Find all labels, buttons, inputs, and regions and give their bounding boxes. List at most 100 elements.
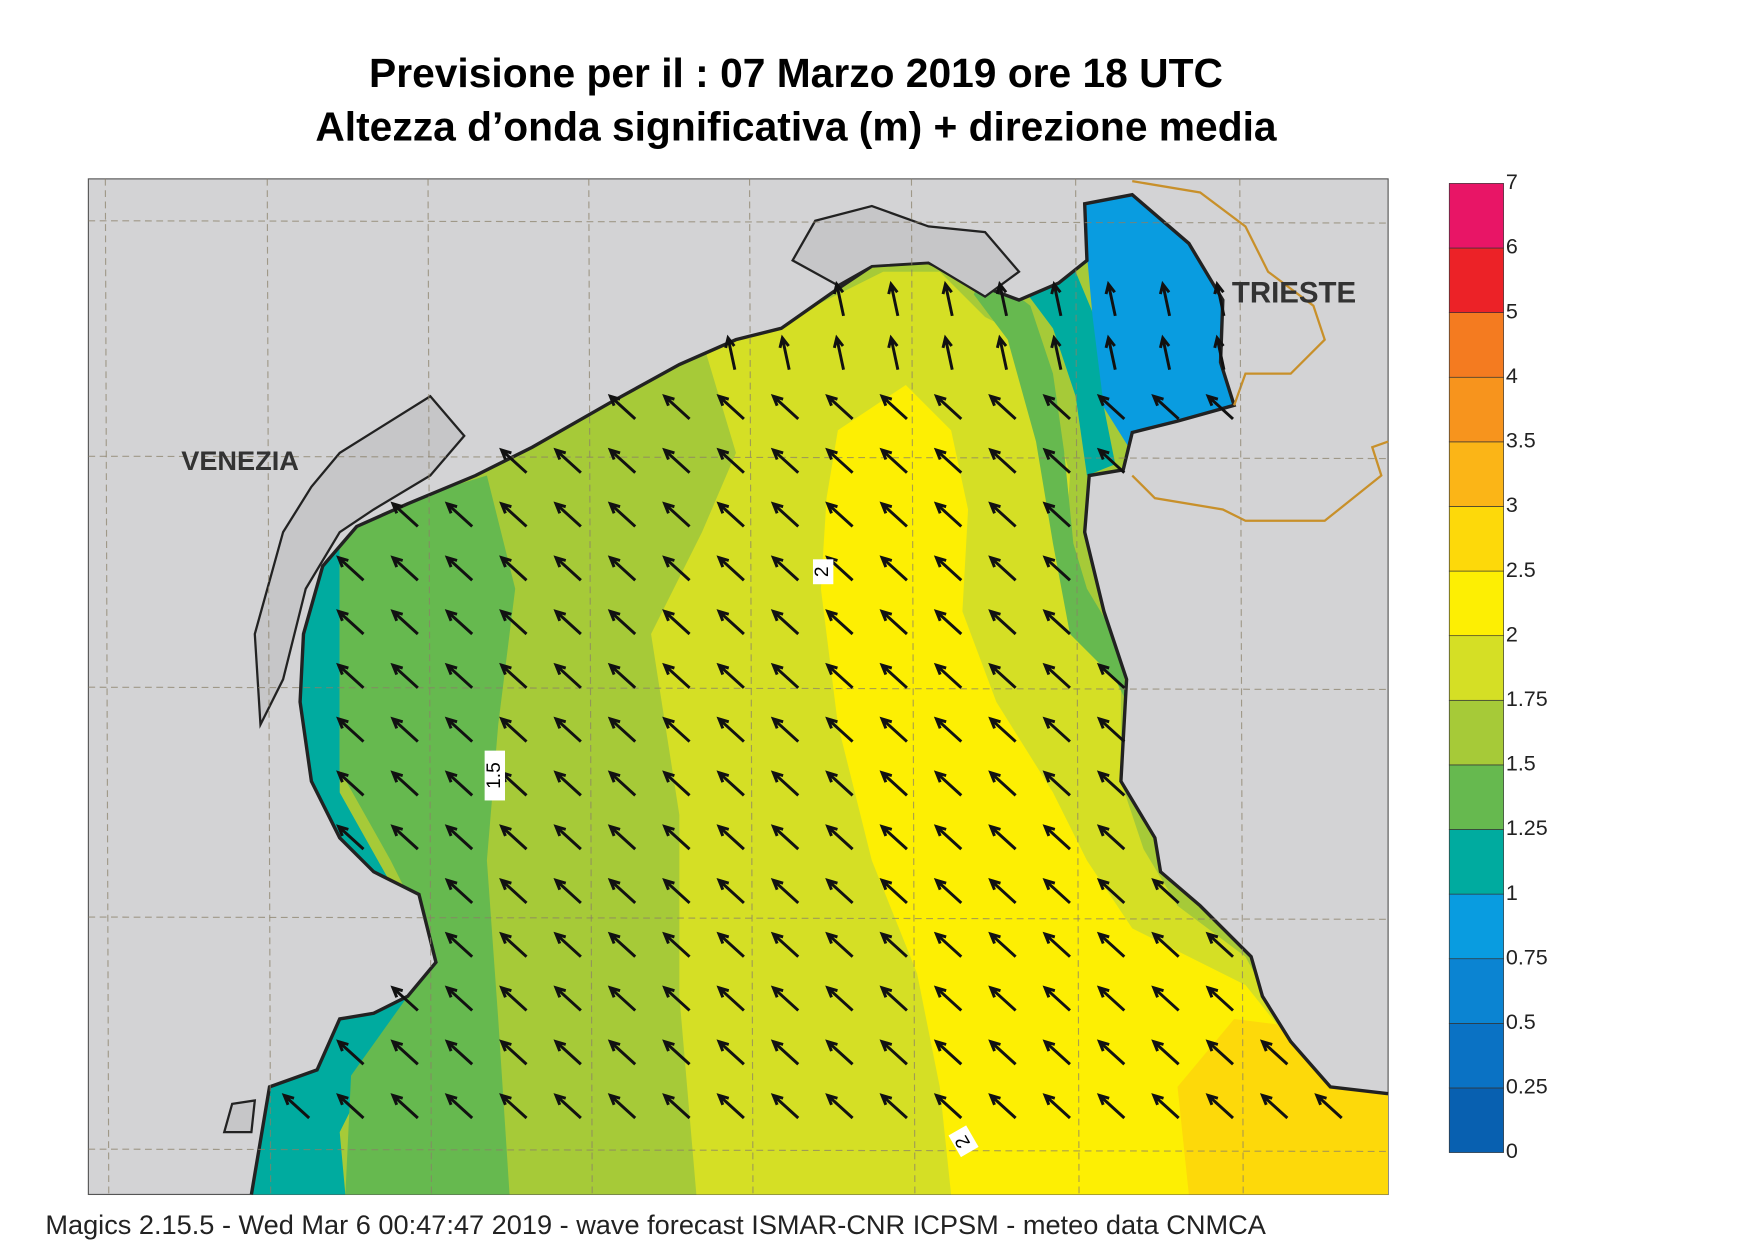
wave-arrow xyxy=(988,555,1017,582)
wave-arrow xyxy=(1042,1093,1071,1120)
colorbar-label: 1 xyxy=(1506,881,1518,905)
wave-arrow xyxy=(1314,1093,1343,1120)
band xyxy=(339,475,516,1195)
wave-arrow xyxy=(879,1039,908,1066)
wave-arrow xyxy=(716,609,745,636)
wave-arrow xyxy=(444,662,474,689)
wave-arrow xyxy=(887,280,900,317)
wave-arrow xyxy=(499,609,528,636)
map: VENEZIA TRIESTE 2 1.5 2 xyxy=(87,178,1389,1196)
wave-arrow xyxy=(770,824,800,851)
wave-arrow xyxy=(336,662,365,689)
wave-arrow xyxy=(825,1039,854,1066)
wave-arrow xyxy=(444,716,474,743)
wave-arrow xyxy=(770,447,800,474)
colorbar-swatch xyxy=(1448,506,1504,572)
wave-arrow xyxy=(716,931,745,958)
colorbar: 0 0.25 0.5 0.75 1 1.25 1.5 1.75 2 2.5 3 3.5 4 5 6 7 xyxy=(1448,170,1548,1163)
wave-arrow xyxy=(1151,877,1180,905)
wave-arrow xyxy=(553,716,582,743)
wave-arrow xyxy=(499,662,528,689)
wave-arrow xyxy=(1205,931,1234,958)
colorbar-label: 6 xyxy=(1506,235,1518,259)
colorbar-label: 0.75 xyxy=(1506,945,1548,969)
wave-arrow xyxy=(607,824,637,851)
wave-arrow xyxy=(988,1093,1017,1120)
wave-arrow xyxy=(1050,280,1063,317)
wave-arrow xyxy=(336,1039,365,1066)
wave-arrow xyxy=(825,1093,854,1120)
wave-arrow xyxy=(444,1039,474,1066)
wave-arrow xyxy=(933,770,963,797)
wave-arrow xyxy=(1042,877,1071,905)
colorbar-swatch xyxy=(1448,1087,1504,1153)
wave-arrow xyxy=(879,501,908,528)
wave-arrow xyxy=(716,877,745,905)
wave-arrow xyxy=(1096,877,1126,905)
grid-line xyxy=(88,916,1389,920)
wave-arrow xyxy=(444,770,474,797)
wave-arrow xyxy=(553,985,582,1012)
graticule xyxy=(88,178,1389,1195)
wave-arrow xyxy=(770,985,800,1012)
wave-arrow xyxy=(1042,985,1071,1012)
contour-label-text: 2 xyxy=(812,566,833,577)
wave-arrow xyxy=(553,555,582,582)
wave-arrow xyxy=(336,1093,365,1120)
wave-arrow xyxy=(724,334,737,370)
wave-arrow xyxy=(941,334,954,370)
wave-arrow xyxy=(1205,985,1234,1012)
wave-arrow xyxy=(390,1093,419,1120)
wave-arrow xyxy=(1042,393,1071,420)
wave-arrow xyxy=(1096,770,1126,797)
wave-arrow xyxy=(988,662,1017,689)
wave-arrow xyxy=(1205,1093,1234,1120)
wave-arrow xyxy=(879,1093,908,1120)
colorbar-label: 5 xyxy=(1506,299,1518,323)
wave-arrow xyxy=(607,609,637,636)
wave-arrow xyxy=(716,662,745,689)
wave-arrow xyxy=(770,393,800,420)
wave-arrow xyxy=(716,985,745,1012)
wave-arrow xyxy=(770,931,800,958)
wave-arrow xyxy=(879,609,908,636)
wave-arrow xyxy=(607,662,637,689)
wave-arrow xyxy=(879,770,908,797)
wave-arrow xyxy=(336,770,365,797)
wave-arrow xyxy=(1042,1039,1071,1066)
wave-arrow xyxy=(770,770,800,797)
wave-arrow xyxy=(716,501,745,528)
wave-arrow xyxy=(553,824,582,851)
wave-arrow xyxy=(662,1039,691,1066)
colorbar-swatch xyxy=(1448,699,1504,766)
wave-arrow xyxy=(607,501,637,528)
wave-arrow xyxy=(770,662,800,689)
wave-arrow xyxy=(1050,334,1063,370)
wave-arrow xyxy=(1042,447,1071,474)
wave-arrow xyxy=(825,985,854,1012)
wave-arrow xyxy=(716,716,745,743)
wave-arrow xyxy=(444,501,474,528)
colorbar-label: 0 xyxy=(1506,1139,1518,1163)
lagoon xyxy=(253,394,466,729)
wave-arrow xyxy=(1096,985,1126,1012)
wave-arrow xyxy=(607,716,637,743)
wave-arrow xyxy=(832,280,845,317)
wave-arrow xyxy=(607,931,637,958)
wave-arrow xyxy=(1096,393,1126,420)
colorbar-label: 0.25 xyxy=(1506,1075,1548,1099)
wave-arrow xyxy=(444,555,474,582)
wave-arrow xyxy=(1151,393,1180,420)
wave-arrow xyxy=(390,555,419,582)
wave-arrow xyxy=(390,770,419,797)
wave-arrow xyxy=(607,985,637,1012)
wave-arrow xyxy=(1158,334,1172,370)
island xyxy=(222,1099,257,1134)
colorbar-swatch xyxy=(1448,893,1504,960)
wave-arrow xyxy=(1259,1093,1289,1120)
wave-arrow xyxy=(1213,334,1226,370)
grid-line xyxy=(88,1148,1389,1152)
wave-arrow xyxy=(825,609,854,636)
wave-arrow xyxy=(390,985,419,1012)
wave-arrow xyxy=(553,877,582,905)
